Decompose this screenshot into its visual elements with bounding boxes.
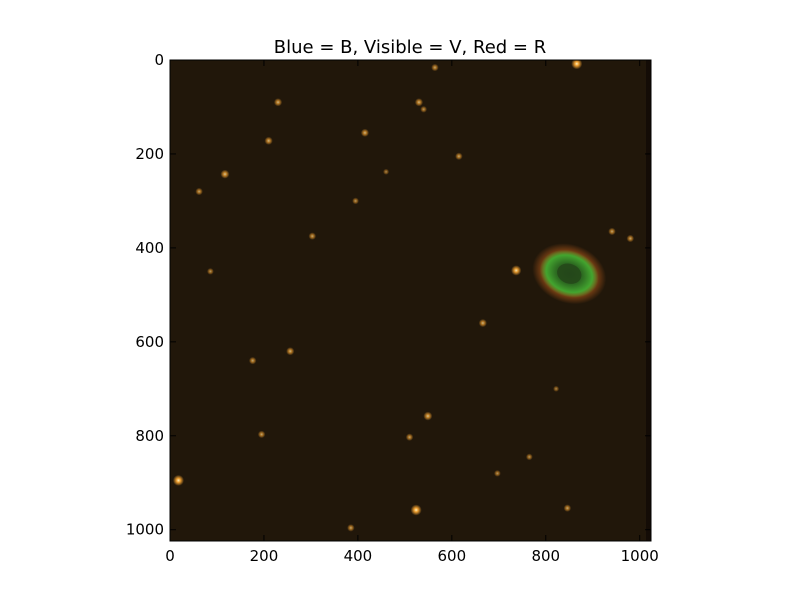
star-point (360, 128, 370, 137)
star-point (257, 430, 266, 439)
y-tick-label: 400 (135, 239, 164, 257)
star-point (493, 469, 501, 477)
star-point (563, 504, 572, 512)
chart-title: Blue = B, Visible = V, Red = R (274, 37, 546, 58)
star-point (248, 356, 257, 365)
star-point (347, 524, 355, 532)
stars-layer (172, 60, 635, 532)
star-point (431, 63, 439, 72)
nebula-core (557, 263, 582, 284)
star-point (410, 504, 422, 516)
star-point (220, 169, 230, 179)
star-point (383, 168, 390, 175)
star-point (553, 385, 560, 392)
star-point (273, 98, 283, 107)
x-tick-label: 0 (165, 547, 175, 565)
ring-nebula (532, 243, 607, 305)
star-point (478, 318, 487, 328)
plot-frame (169, 59, 652, 542)
star-point (571, 60, 583, 70)
x-tick-label: 200 (250, 547, 279, 565)
y-axis: 0 200 400 600 800 1000 (126, 51, 651, 539)
star-point (455, 152, 463, 161)
y-tick-label: 1000 (126, 521, 164, 539)
star-point (195, 187, 203, 196)
x-tick-label: 1000 (621, 547, 659, 565)
x-axis: 0 200 400 600 800 1000 (165, 60, 659, 565)
star-point (172, 474, 184, 486)
star-point (264, 136, 273, 145)
image-right-edge (646, 60, 651, 541)
star-point (206, 267, 214, 275)
star-point (511, 265, 522, 276)
star-point (405, 433, 414, 441)
star-point (420, 105, 428, 113)
star-point (608, 227, 616, 236)
star-point (286, 347, 295, 356)
star-point (352, 197, 359, 205)
image-area (170, 60, 651, 541)
star-point (414, 98, 424, 107)
x-tick-label: 600 (438, 547, 467, 565)
star-point (525, 453, 533, 461)
x-tick-label: 400 (344, 547, 373, 565)
star-point (308, 232, 317, 240)
y-tick-label: 600 (135, 333, 164, 351)
y-tick-label: 200 (135, 145, 164, 163)
y-tick-label: 800 (135, 427, 164, 445)
star-point (423, 411, 433, 421)
y-tick-label: 0 (154, 51, 164, 69)
x-tick-label: 800 (531, 547, 560, 565)
star-point (626, 234, 635, 243)
